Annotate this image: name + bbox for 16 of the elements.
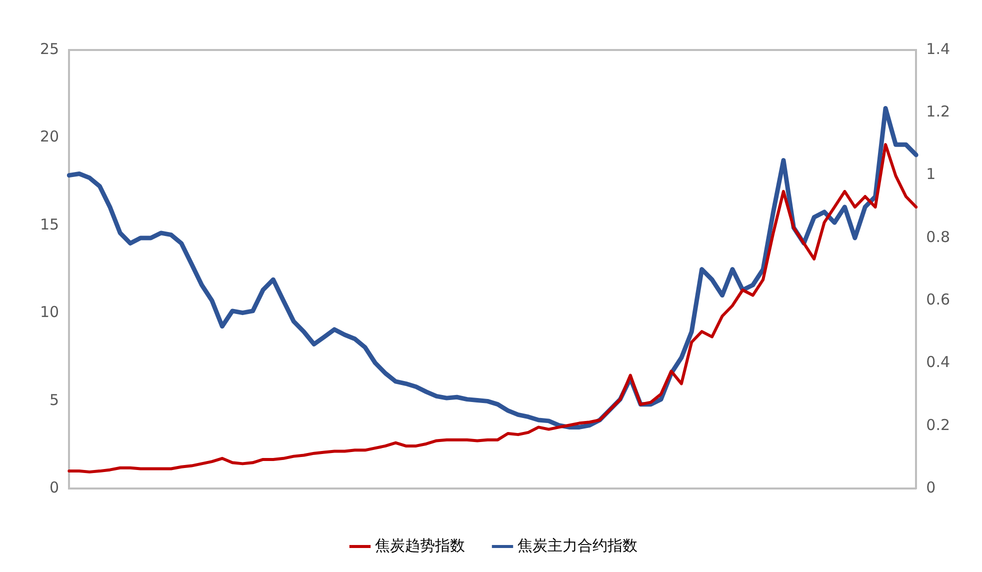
y-tick-label: 10 (40, 303, 60, 322)
y-tick-label: 0 (50, 478, 60, 496)
y2-tick-label: 1.2 (926, 102, 950, 121)
y2-tick-label: 0.2 (926, 416, 950, 434)
y2-tick-label: 1 (926, 165, 936, 184)
y-tick-label: 20 (40, 128, 60, 146)
y2-tick-label: 0.8 (926, 228, 950, 246)
legend-label: 焦炭主力合约指数 (518, 536, 638, 554)
y-tick-label: 5 (50, 390, 60, 409)
y2-tick-label: 0.4 (926, 353, 950, 372)
legend-label: 焦炭趋势指数 (375, 536, 465, 554)
y2-tick-label: 0 (926, 478, 936, 496)
y2-tick-label: 1.4 (926, 40, 950, 58)
y2-tick-label: 0.6 (926, 290, 950, 309)
y-tick-label: 15 (40, 215, 60, 234)
y-tick-label: 25 (40, 40, 60, 58)
